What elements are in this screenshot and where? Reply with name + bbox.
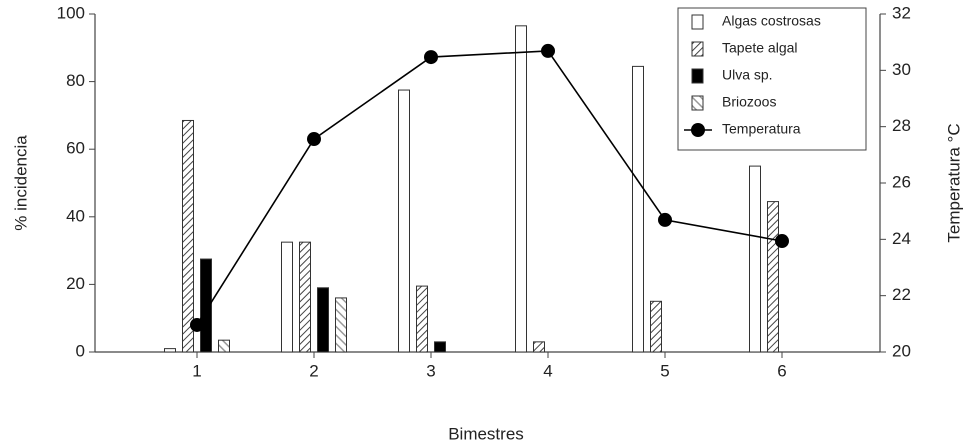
bar (182, 119, 194, 353)
legend-swatch (691, 95, 704, 111)
y-axis-label: % incidencia (11, 135, 30, 231)
y-tick-label: 80 (66, 71, 85, 90)
y2-tick-label: 26 (892, 172, 911, 191)
point (775, 234, 789, 249)
legend-label: Tapete algal (722, 40, 798, 56)
x-tick-label: 2 (309, 361, 318, 380)
bar (200, 258, 212, 353)
legend-label: Algas costrosas (722, 13, 821, 29)
legend-box (677, 7, 867, 151)
x-tick-label: 1 (192, 361, 201, 380)
point (541, 43, 555, 58)
x-tick-label: 3 (426, 361, 435, 380)
y2-tick-label: 24 (892, 229, 911, 248)
bar (317, 287, 329, 353)
legend-label: Temperatura (722, 121, 801, 137)
point (190, 317, 204, 332)
legend-label: Ulva sp. (722, 67, 773, 83)
y-tick-label: 40 (66, 206, 85, 225)
x-axis-label: Bimestres (448, 424, 524, 443)
y2-tick-label: 30 (892, 60, 911, 79)
bar (218, 339, 230, 353)
legend-swatch (691, 68, 704, 84)
bar (335, 297, 347, 353)
point (424, 50, 438, 65)
y2-axis-label: Temperatura °C (944, 123, 963, 242)
y2-tick-label: 20 (892, 341, 911, 360)
y-tick-label: 60 (66, 139, 85, 158)
y2-tick-label: 28 (892, 116, 911, 135)
x-tick-label: 5 (660, 361, 669, 380)
bar (164, 348, 176, 353)
y-tick-label: 100 (57, 3, 85, 22)
point (658, 212, 672, 227)
bar (650, 300, 662, 353)
line (196, 50, 783, 326)
y-tick-label: 20 (66, 274, 85, 293)
y2-tick-label: 22 (892, 285, 911, 304)
bar (434, 341, 446, 353)
x-tick-label: 4 (543, 361, 552, 380)
legend-swatch (691, 123, 705, 137)
bar (533, 341, 545, 353)
bar (515, 25, 527, 353)
legend-swatch (691, 14, 704, 30)
y-tick-label: 0 (76, 341, 85, 360)
y2-tick-label: 32 (892, 3, 911, 22)
bar (281, 241, 293, 353)
legend-swatch (691, 41, 704, 57)
x-tick-label: 6 (777, 361, 786, 380)
bar (632, 65, 644, 353)
bar (767, 201, 779, 353)
bar (398, 89, 410, 353)
bar (416, 285, 428, 353)
point (307, 132, 321, 147)
bar (749, 165, 761, 353)
legend-label: Briozoos (722, 94, 776, 110)
bar (299, 241, 311, 353)
